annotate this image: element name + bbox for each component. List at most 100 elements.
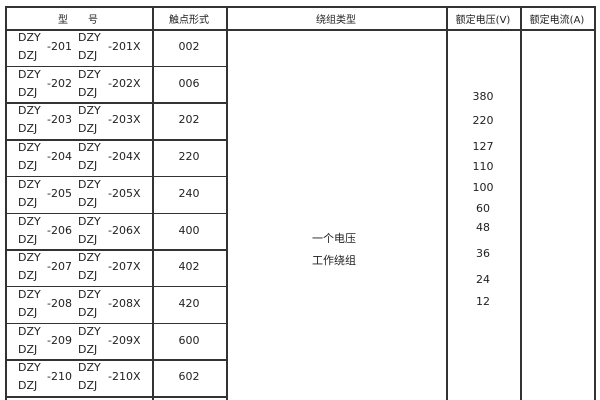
rated-voltage: 48 [476,221,490,234]
col-border [226,6,228,400]
table-border-top [5,6,595,8]
row-divider [5,175,153,178]
header-model: 型 号 [58,15,98,26]
model-x-prefix-bottom: DZJ [78,85,98,99]
model-x-prefix-top: DZY [78,251,101,265]
model-x-prefix-bottom: DZJ [78,269,98,283]
header-divider [5,29,595,31]
header-winding: 绕组类型 [316,15,356,26]
model-x-prefix-top: DZY [78,31,101,44]
row-divider [152,396,227,398]
model-prefix-bottom: DZJ [18,305,38,319]
row-divider [5,102,153,104]
model-x-number: -206X [108,223,141,237]
model-x-prefix-bottom: DZJ [78,305,98,319]
rated-voltage: 127 [472,140,494,153]
model-x-prefix-top: DZY [78,324,101,338]
row-divider [152,249,227,251]
model-x-prefix-top: DZY [78,67,101,81]
model-prefix-bottom: DZJ [18,379,38,393]
model-prefix-bottom: DZJ [18,85,38,99]
col-border [594,6,596,400]
row-divider [5,212,153,214]
model-x-number: -207X [108,260,141,274]
row-divider [5,249,153,251]
model-prefix-bottom: DZJ [18,49,38,62]
row-divider [152,175,227,178]
row-divider [152,322,227,325]
row-divider [152,65,227,68]
model-number: -207 [47,260,72,274]
model-number: -202 [47,76,72,90]
row-divider [5,65,153,68]
model-prefix-bottom: DZJ [18,232,38,246]
model-number: -209 [47,333,72,347]
rated-voltage: 36 [476,247,490,260]
row-divider [152,285,227,288]
col-border [5,6,7,400]
model-number: -210 [47,370,72,384]
model-prefix-top: DZY [18,287,41,301]
model-prefix-bottom: DZJ [18,342,38,356]
row-divider [152,359,227,361]
contact-form: 400 [178,223,200,237]
col-border [520,6,522,400]
model-x-prefix-bottom: DZJ [78,159,98,173]
model-x-number: -208X [108,296,141,310]
contact-form: 602 [178,370,200,384]
model-prefix-bottom: DZJ [18,122,38,136]
model-number: -201 [47,40,72,53]
model-x-prefix-bottom: DZJ [78,195,98,209]
row-divider [5,396,153,398]
model-prefix-bottom: DZJ [18,195,38,209]
model-x-prefix-bottom: DZJ [78,49,98,62]
contact-form: 006 [178,76,200,90]
row-divider [152,139,227,141]
col-border [446,6,448,400]
model-prefix-top: DZY [18,177,41,191]
model-prefix-top: DZY [18,251,41,265]
model-x-number: -204X [108,150,141,164]
model-x-number: -202X [108,76,141,90]
model-x-prefix-top: DZY [78,287,101,301]
rated-voltage: 24 [476,273,490,286]
rated-voltage: 110 [472,160,494,173]
header-current: 额定电流(A) [529,15,585,26]
model-prefix-top: DZY [18,67,41,81]
row-divider [5,322,153,325]
rated-voltage: 380 [472,90,494,103]
model-prefix-bottom: DZJ [18,159,38,173]
model-prefix-top: DZY [18,141,41,155]
model-number: -203 [47,113,72,127]
rated-voltage: 60 [476,202,490,215]
model-x-prefix-bottom: DZJ [78,232,98,246]
row-divider [5,285,153,288]
contact-form: 420 [178,296,200,310]
contact-form: 402 [178,260,200,274]
model-x-prefix-top: DZY [78,214,101,228]
contact-form: 240 [178,186,200,200]
row-divider [5,139,153,141]
contact-form: 002 [178,40,200,53]
model-number: -208 [47,296,72,310]
contact-form: 202 [178,113,200,127]
contact-form: 600 [178,333,200,347]
model-prefix-top: DZY [18,104,41,118]
header-voltage: 额定电压(V) [455,15,511,26]
model-x-prefix-top: DZY [78,104,101,118]
rated-voltage: 12 [476,295,490,308]
row-divider [152,212,227,214]
winding-type-line1: 一个电压 [312,232,356,245]
model-prefix-top: DZY [18,361,41,375]
model-prefix-bottom: DZJ [18,269,38,283]
model-x-number: -201X [108,40,141,53]
model-prefix-top: DZY [18,214,41,228]
model-x-prefix-bottom: DZJ [78,122,98,136]
row-divider [152,102,227,104]
rated-voltage: 100 [472,181,494,194]
model-x-number: -205X [108,186,141,200]
winding-type-line2: 工作绕组 [312,254,356,267]
model-number: -206 [47,223,72,237]
model-prefix-top: DZY [18,324,41,338]
contact-form: 220 [178,150,200,164]
